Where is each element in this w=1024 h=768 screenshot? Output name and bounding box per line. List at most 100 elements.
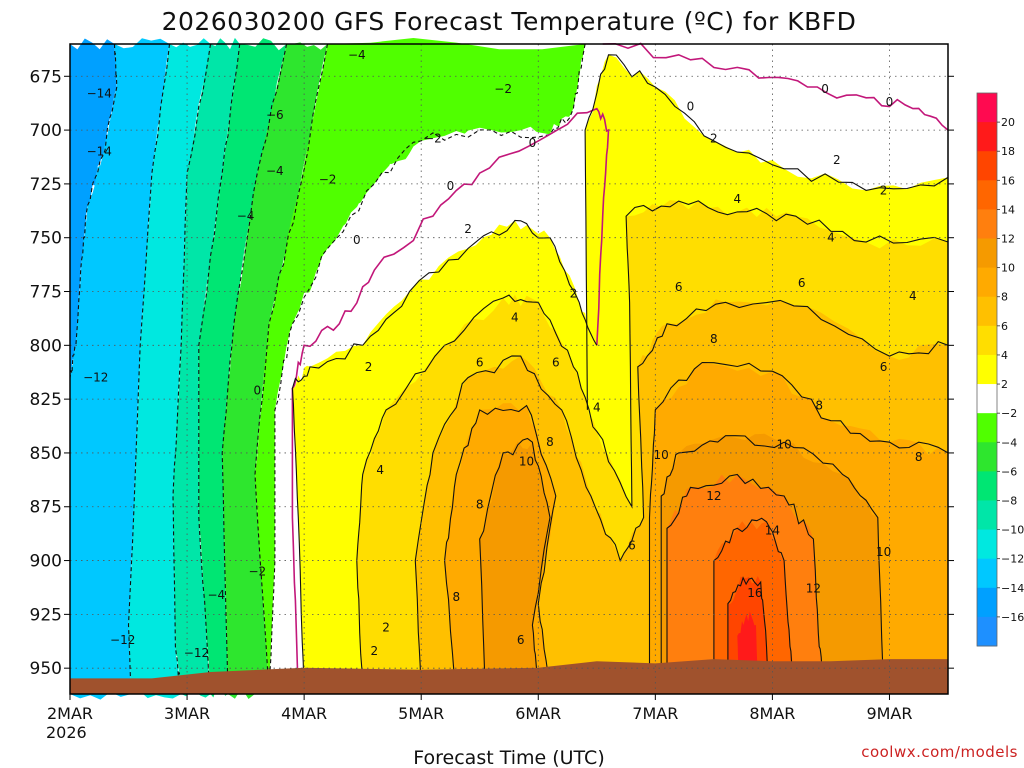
x-tick-label: 4MAR <box>281 704 327 723</box>
contour-label: −4 <box>266 164 284 178</box>
contour-label: −2 <box>319 173 337 187</box>
contour-label: −12 <box>184 646 209 660</box>
contour-line--10 <box>172 43 212 695</box>
contour-label: 6 <box>517 633 525 647</box>
contour-label: −4 <box>237 209 255 223</box>
contour-label: 2 <box>570 287 578 301</box>
contour-label: 0 <box>529 136 537 150</box>
colorbar-swatch <box>977 500 997 531</box>
colorbar-swatch <box>977 209 997 240</box>
colorbar-swatch <box>977 587 997 618</box>
y-tick-label: 825 <box>30 390 62 410</box>
colorbar-label: 4 <box>1001 349 1008 362</box>
contour-label: −4 <box>207 588 225 602</box>
contour-line-16 <box>727 576 771 695</box>
colorbar-label: 16 <box>1001 174 1015 187</box>
y-tick-label: 700 <box>30 121 62 141</box>
contour-line-10 <box>660 435 885 695</box>
contour-label: −14 <box>87 87 112 101</box>
chart-title: 2026030200 GFS Forecast Temperature (ºC)… <box>162 7 857 36</box>
contour-label: 14 <box>765 523 780 537</box>
y-tick-label: 900 <box>30 552 62 572</box>
contour-label: −12 <box>83 371 108 385</box>
x-tick-label: 7MAR <box>632 704 678 723</box>
contour-label: 0 <box>687 99 695 113</box>
contour-label: 10 <box>776 437 791 451</box>
contour-label: 4 <box>593 401 601 415</box>
contour-label: 4 <box>733 192 741 206</box>
colorbar-label: 6 <box>1001 320 1008 333</box>
colorbar-swatch <box>977 471 997 501</box>
temp-region--2 <box>255 38 586 694</box>
colorbar-swatch <box>977 122 997 152</box>
contour-label: 6 <box>880 360 888 374</box>
colorbar-label: −8 <box>1001 494 1017 507</box>
contour-label: 8 <box>476 498 484 512</box>
colorbar-label: 20 <box>1001 116 1015 129</box>
plot-frame <box>69 43 949 695</box>
contour-label: 2 <box>710 132 718 146</box>
colorbar-label: −6 <box>1001 465 1017 478</box>
colorbar-label: −2 <box>1001 407 1017 420</box>
y-tick-label: 800 <box>30 336 62 356</box>
contour-label: 8 <box>915 450 923 464</box>
contour-label: 6 <box>675 280 683 294</box>
temp-region--8 <box>173 37 240 698</box>
contour-label: 4 <box>376 463 384 477</box>
contour-line--12 <box>127 43 171 695</box>
colorbar-swatch <box>977 529 997 560</box>
contour-label: 0 <box>353 233 361 247</box>
y-tick-label: 775 <box>30 283 62 303</box>
contour-label: 0 <box>253 384 261 398</box>
temp-region--4 <box>222 42 328 699</box>
contour-line--4 <box>254 43 329 695</box>
contour-label: 0 <box>447 179 455 193</box>
x-tick-label: 8MAR <box>749 704 795 723</box>
x-year-label: 2026 <box>46 723 87 742</box>
contour-label: −14 <box>87 145 112 159</box>
contour-label: 2 <box>464 222 472 236</box>
temp-region--14 <box>70 38 117 378</box>
contour-label: 10 <box>876 545 891 559</box>
contour-line--2 <box>268 43 586 695</box>
contour-label: 8 <box>546 435 554 449</box>
contour-label: 8 <box>710 332 718 346</box>
contour-label: 10 <box>654 448 669 462</box>
colorbar-label: −10 <box>1001 524 1024 537</box>
colorbar-label: −16 <box>1001 611 1024 624</box>
colorbar-label: 14 <box>1001 203 1015 216</box>
contour-label: 0 <box>821 82 829 96</box>
colorbar-swatch <box>977 296 997 327</box>
colorbar-label: −14 <box>1001 582 1024 595</box>
x-tick-label: 9MAR <box>866 704 912 723</box>
x-axis: 2MAR 3MAR 4MAR 5MAR 6MAR 7MAR 8MAR 9MAR 2026 <box>46 694 912 742</box>
contour-label: 16 <box>747 586 762 600</box>
contour-label: 2 <box>880 183 888 197</box>
y-tick-label: 950 <box>30 659 62 679</box>
colorbar-swatch <box>977 238 997 269</box>
colorbar-label: 8 <box>1001 291 1008 304</box>
temp-region-10 <box>479 441 550 694</box>
contour-line--6 <box>221 43 288 695</box>
contour-line-2 <box>584 54 949 410</box>
contour-label: 10 <box>519 455 534 469</box>
x-tick-label: 5MAR <box>398 704 444 723</box>
contour-label: −12 <box>110 633 135 647</box>
x-tick-label: 6MAR <box>515 704 561 723</box>
colorbar-label: −12 <box>1001 553 1024 566</box>
contour-line-2 <box>291 219 598 695</box>
temp-region--10 <box>128 38 211 699</box>
contour-label: −2 <box>248 564 266 578</box>
colorbar-label: 18 <box>1001 145 1015 158</box>
contour-label: 2 <box>371 644 379 658</box>
contour-labels: −14 −14 −12 −12 −12 −4 −2 −4 −4 −6 −4 −2 −2 −2 0 0 0 0 0 0 0… <box>83 48 922 660</box>
y-tick-label: 925 <box>30 605 62 625</box>
colorbar-swatch <box>977 413 997 443</box>
contour-line-8 <box>444 404 557 695</box>
y-tick-label: 875 <box>30 498 62 518</box>
x-tick-label: 3MAR <box>164 704 210 723</box>
contour-label: −4 <box>348 48 366 62</box>
colorbar-swatch <box>977 384 997 414</box>
credit-link[interactable]: coolwx.com/models <box>861 743 1018 761</box>
